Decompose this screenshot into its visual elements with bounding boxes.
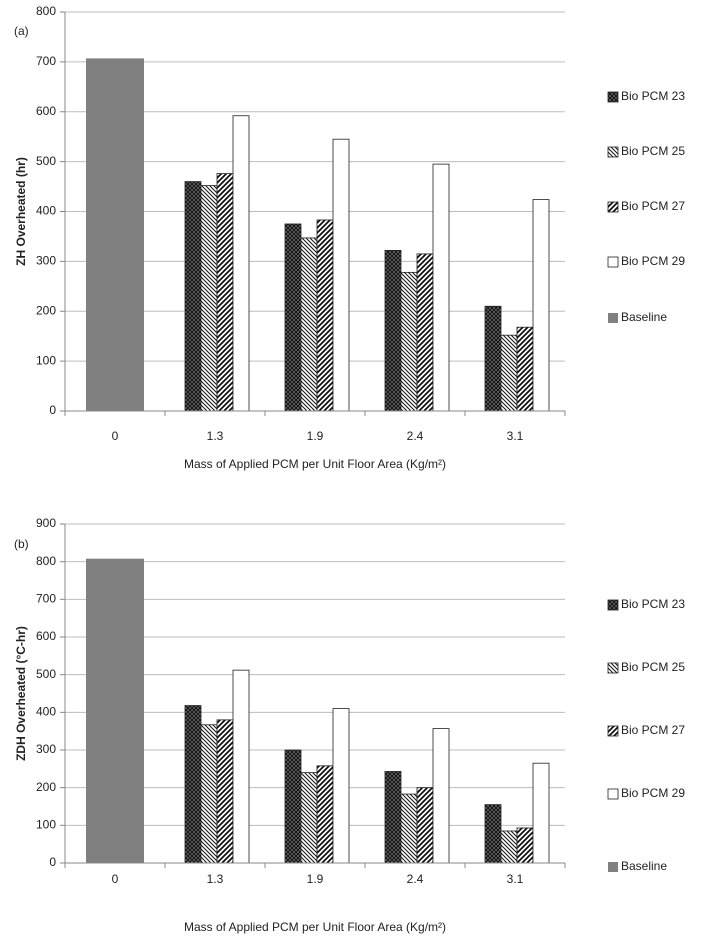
legend-swatch [607, 146, 619, 158]
bar [484, 804, 502, 864]
legend-swatch [607, 662, 619, 674]
bar [332, 708, 350, 864]
y-axis-title: ZDH Overheated (°C-hr) [14, 626, 28, 761]
y-tick-label: 500 [36, 154, 56, 168]
y-tick-label: 700 [36, 592, 56, 606]
legend-label: Bio PCM 27 [621, 723, 685, 737]
y-tick-label: 0 [49, 403, 56, 417]
bar [216, 719, 234, 864]
bar [316, 765, 334, 864]
bar [216, 173, 234, 412]
x-tick-label: 1.9 [307, 872, 324, 886]
x-tick-label: 1.3 [207, 429, 224, 443]
y-tick-label: 0 [49, 855, 56, 869]
y-tick-label: 400 [36, 204, 56, 218]
y-tick-label: 600 [36, 629, 56, 643]
bar [432, 163, 450, 412]
bar [432, 728, 450, 864]
bar [86, 558, 144, 863]
bar [232, 115, 250, 412]
y-tick-label: 800 [36, 4, 56, 18]
legend-swatch [607, 725, 619, 737]
bar [200, 185, 218, 412]
legend-label: Baseline [621, 859, 667, 873]
bar [232, 669, 250, 864]
bar [500, 830, 518, 864]
x-tick-label: 2.4 [407, 429, 424, 443]
legend-swatch [607, 256, 619, 268]
y-axis-title: ZH Overheated (hr) [14, 157, 28, 266]
legend-swatch [607, 788, 619, 800]
legend-label: Bio PCM 29 [621, 254, 685, 268]
y-tick-label: 400 [36, 705, 56, 719]
bar [184, 181, 202, 412]
legend-label: Bio PCM 27 [621, 199, 685, 213]
bar [184, 705, 202, 864]
legend-label: Bio PCM 23 [621, 597, 685, 611]
bar [532, 199, 550, 412]
x-tick-label: 0 [112, 429, 119, 443]
bar [500, 334, 518, 412]
panel-label: (b) [14, 537, 29, 551]
bar [400, 793, 418, 864]
bar [532, 762, 550, 864]
legend-swatch [607, 599, 619, 611]
bar [484, 305, 502, 412]
bar [316, 219, 334, 412]
y-tick-label: 100 [36, 818, 56, 832]
bar [300, 237, 318, 412]
bar [200, 724, 218, 864]
legend-swatch [607, 91, 619, 103]
y-tick-label: 700 [36, 54, 56, 68]
bar [416, 787, 434, 864]
y-tick-label: 600 [36, 104, 56, 118]
bar [86, 58, 144, 411]
x-tick-label: 3.1 [507, 872, 524, 886]
bar [400, 271, 418, 412]
bar [332, 138, 350, 412]
y-tick-label: 800 [36, 554, 56, 568]
y-tick-label: 300 [36, 742, 56, 756]
legend-swatch [608, 862, 618, 872]
x-axis-title: Mass of Applied PCM per Unit Floor Area … [184, 920, 446, 934]
bar [416, 253, 434, 412]
x-tick-label: 3.1 [507, 429, 524, 443]
panel-label: (a) [14, 24, 29, 38]
x-tick-label: 0 [112, 872, 119, 886]
legend-label: Bio PCM 25 [621, 660, 685, 674]
bar [384, 771, 402, 864]
y-tick-label: 200 [36, 780, 56, 794]
legend-swatch [607, 201, 619, 213]
legend-swatch [608, 313, 618, 323]
x-tick-label: 2.4 [407, 872, 424, 886]
x-axis-title: Mass of Applied PCM per Unit Floor Area … [184, 457, 446, 471]
y-tick-label: 300 [36, 254, 56, 268]
bar [516, 326, 534, 412]
y-tick-label: 100 [36, 353, 56, 367]
y-tick-label: 200 [36, 303, 56, 317]
legend-label: Bio PCM 25 [621, 144, 685, 158]
bar [384, 250, 402, 412]
bar [300, 772, 318, 864]
y-tick-label: 900 [36, 516, 56, 530]
legend-label: Bio PCM 23 [621, 89, 685, 103]
y-tick-label: 500 [36, 667, 56, 681]
bar [284, 223, 302, 412]
bar [516, 827, 534, 864]
x-tick-label: 1.9 [307, 429, 324, 443]
legend-label: Bio PCM 29 [621, 786, 685, 800]
legend-label: Baseline [621, 310, 667, 324]
bar [284, 749, 302, 864]
x-tick-label: 1.3 [207, 872, 224, 886]
